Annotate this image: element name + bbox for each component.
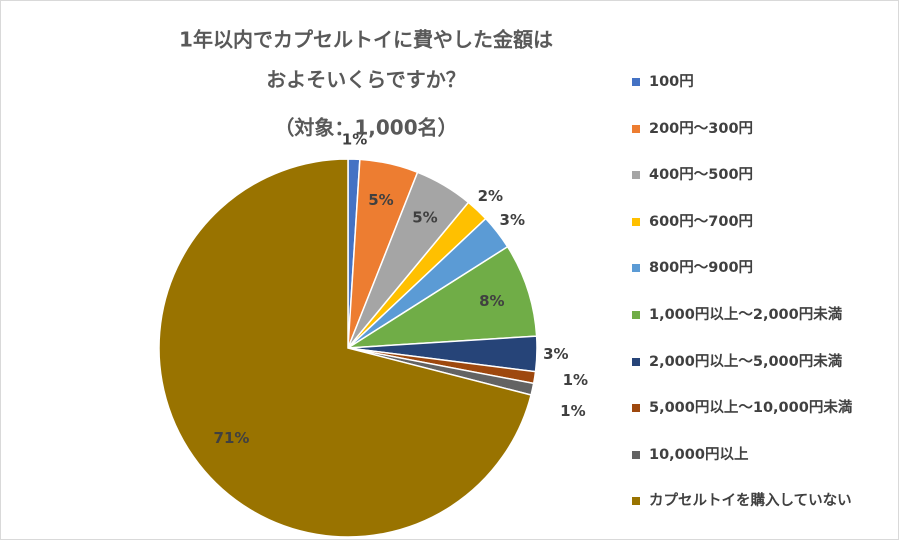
legend-label: 5,000円以上〜10,000円未満	[649, 400, 853, 417]
legend-swatch	[632, 497, 640, 506]
legend-swatch	[632, 264, 640, 273]
legend-item: 2,000円以上〜5,000円未満	[629, 349, 891, 396]
legend-label: 100円	[649, 74, 694, 90]
legend-swatch	[632, 78, 640, 86]
legend-swatch	[632, 310, 640, 319]
legend-swatch	[632, 124, 640, 133]
legend-label: 600円〜700円	[649, 213, 754, 230]
data-label: 71%	[214, 429, 250, 447]
legend-item: 10,000円以上	[629, 442, 891, 489]
legend: 100円 200円〜300円 400円〜500円 600円〜700円 800円〜900円…	[629, 69, 891, 535]
legend-label: 2,000円以上〜5,000円未満	[649, 353, 843, 370]
data-label: 3%	[500, 211, 525, 229]
legend-swatch	[632, 217, 640, 226]
data-label: 5%	[412, 208, 437, 226]
legend-item: 1,000円以上〜2,000円未満	[629, 302, 891, 349]
legend-swatch	[632, 357, 640, 366]
legend-item: 200円〜300円	[629, 116, 891, 163]
chart-title: およそいくらですか？	[266, 68, 465, 92]
data-label: 1%	[560, 402, 585, 420]
legend-label: 400円〜500円	[649, 167, 754, 184]
legend-label: 200円〜300円	[649, 120, 754, 137]
legend-swatch	[632, 404, 640, 413]
legend-label: 800円〜900円	[649, 260, 754, 277]
data-label: 1%	[563, 371, 588, 389]
legend-label: 1,000円以上〜2,000円未満	[649, 306, 843, 323]
legend-item: 600円〜700円	[629, 209, 891, 256]
data-label: 3%	[543, 345, 568, 363]
legend-item: 400円〜500円	[629, 162, 891, 209]
chart-title: 1年以内でカプセルトイに費やした金額は	[179, 28, 553, 52]
legend-swatch	[632, 171, 640, 180]
legend-item: カプセルトイを購入していない	[629, 488, 891, 535]
legend-item: 100円	[629, 69, 891, 116]
legend-item: 800円〜900円	[629, 255, 891, 302]
data-label: 2%	[478, 187, 503, 205]
data-label: 1%	[342, 131, 367, 149]
chart-subtitle: （対象：1,000名）	[274, 116, 457, 140]
pie-slice	[347, 245, 538, 349]
data-label: 5%	[368, 191, 393, 209]
legend-item: 5,000円以上〜10,000円未満	[629, 395, 891, 442]
legend-label: カプセルトイを購入していない	[649, 493, 852, 510]
data-label: 8%	[479, 292, 504, 310]
legend-label: 10,000円以上	[649, 446, 749, 463]
legend-swatch	[632, 450, 640, 459]
pie-slice	[158, 158, 532, 538]
